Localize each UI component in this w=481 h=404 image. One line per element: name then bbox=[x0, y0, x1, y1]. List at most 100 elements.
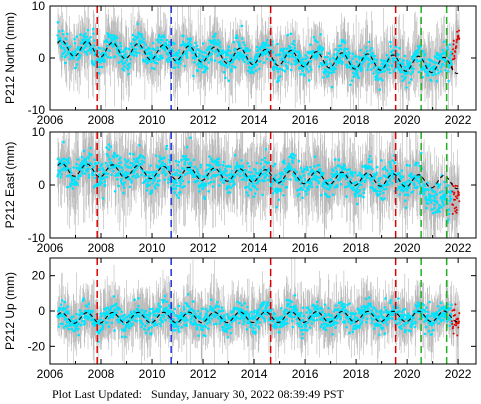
data-point bbox=[108, 49, 111, 53]
data-point bbox=[110, 173, 113, 176]
data-point bbox=[79, 162, 83, 165]
data-point bbox=[419, 45, 422, 48]
data-point bbox=[103, 183, 107, 187]
data-point bbox=[435, 80, 439, 83]
data-point bbox=[348, 52, 352, 55]
data-point bbox=[109, 33, 113, 37]
data-point bbox=[148, 52, 152, 56]
data-point bbox=[167, 168, 171, 172]
data-point bbox=[319, 193, 323, 197]
data-point bbox=[168, 45, 171, 49]
data-point bbox=[221, 172, 224, 175]
data-point bbox=[356, 174, 359, 177]
data-point bbox=[238, 165, 242, 168]
data-point bbox=[135, 48, 138, 51]
data-point bbox=[77, 47, 81, 50]
data-point bbox=[221, 51, 225, 55]
data-point bbox=[154, 48, 157, 52]
data-point bbox=[106, 32, 110, 36]
data-point bbox=[112, 169, 115, 173]
data-point bbox=[117, 171, 120, 175]
data-point bbox=[207, 167, 211, 171]
data-point bbox=[61, 33, 65, 36]
data-point bbox=[187, 158, 190, 161]
data-point bbox=[371, 51, 374, 55]
data-point bbox=[150, 66, 154, 70]
data-point bbox=[98, 173, 101, 176]
data-point bbox=[241, 165, 245, 169]
data-point bbox=[338, 164, 341, 168]
data-point bbox=[305, 165, 309, 169]
data-point bbox=[67, 157, 70, 160]
data-point bbox=[82, 149, 86, 153]
data-point bbox=[177, 65, 180, 69]
data-point bbox=[364, 46, 368, 49]
data-point bbox=[142, 37, 145, 41]
data-point bbox=[439, 66, 443, 69]
data-point bbox=[223, 173, 227, 176]
data-point bbox=[145, 189, 148, 192]
data-point bbox=[235, 56, 239, 59]
data-point bbox=[165, 172, 168, 176]
data-point bbox=[333, 53, 336, 56]
data-point bbox=[218, 45, 222, 48]
data-point bbox=[119, 41, 122, 45]
data-point bbox=[134, 35, 137, 38]
data-point bbox=[90, 153, 93, 156]
data-point bbox=[221, 61, 224, 65]
data-point bbox=[202, 55, 205, 59]
data-point bbox=[317, 65, 321, 68]
panel-1: 2006 2008 2010 2012 2014 2016 2018 2020 2022 -10 0… bbox=[3, 0, 477, 127]
data-point bbox=[366, 65, 370, 69]
data-point bbox=[129, 42, 133, 45]
data-point bbox=[113, 190, 117, 193]
data-point bbox=[223, 70, 226, 74]
data-point bbox=[214, 168, 217, 171]
data-point bbox=[218, 184, 221, 187]
data-point bbox=[432, 70, 436, 74]
data-point bbox=[86, 28, 90, 32]
data-point bbox=[324, 179, 328, 182]
data-point bbox=[337, 49, 341, 53]
data-point bbox=[116, 174, 120, 177]
data-point bbox=[120, 177, 123, 181]
data-point bbox=[323, 186, 326, 189]
data-point bbox=[394, 67, 397, 71]
data-point bbox=[282, 194, 285, 197]
data-point bbox=[154, 187, 157, 190]
data-point bbox=[64, 37, 68, 41]
data-point bbox=[105, 146, 108, 149]
data-point bbox=[349, 178, 352, 181]
data-point bbox=[158, 155, 162, 158]
data-point bbox=[126, 68, 130, 71]
data-point bbox=[349, 61, 353, 65]
data-point bbox=[404, 75, 408, 79]
data-point bbox=[316, 55, 319, 58]
data-point bbox=[186, 56, 189, 59]
data-point bbox=[246, 194, 250, 197]
data-point bbox=[433, 64, 436, 68]
data-point bbox=[75, 63, 79, 66]
data-point bbox=[355, 60, 359, 64]
data-point bbox=[261, 54, 264, 57]
data-point bbox=[255, 45, 259, 49]
data-point bbox=[60, 173, 63, 176]
data-point bbox=[118, 166, 122, 169]
data-point bbox=[360, 183, 363, 187]
data-point bbox=[436, 51, 439, 55]
data-point bbox=[132, 157, 136, 161]
data-point bbox=[163, 156, 166, 159]
data-point bbox=[128, 152, 132, 155]
data-point bbox=[216, 54, 219, 58]
data-point bbox=[96, 161, 100, 164]
data-point bbox=[357, 182, 361, 186]
data-point bbox=[103, 58, 106, 62]
data-point bbox=[189, 37, 193, 40]
data-point bbox=[338, 56, 342, 60]
data-point bbox=[416, 60, 419, 63]
data-point bbox=[202, 184, 206, 188]
data-point bbox=[258, 67, 261, 71]
data-point bbox=[373, 57, 376, 61]
data-point bbox=[430, 79, 433, 82]
